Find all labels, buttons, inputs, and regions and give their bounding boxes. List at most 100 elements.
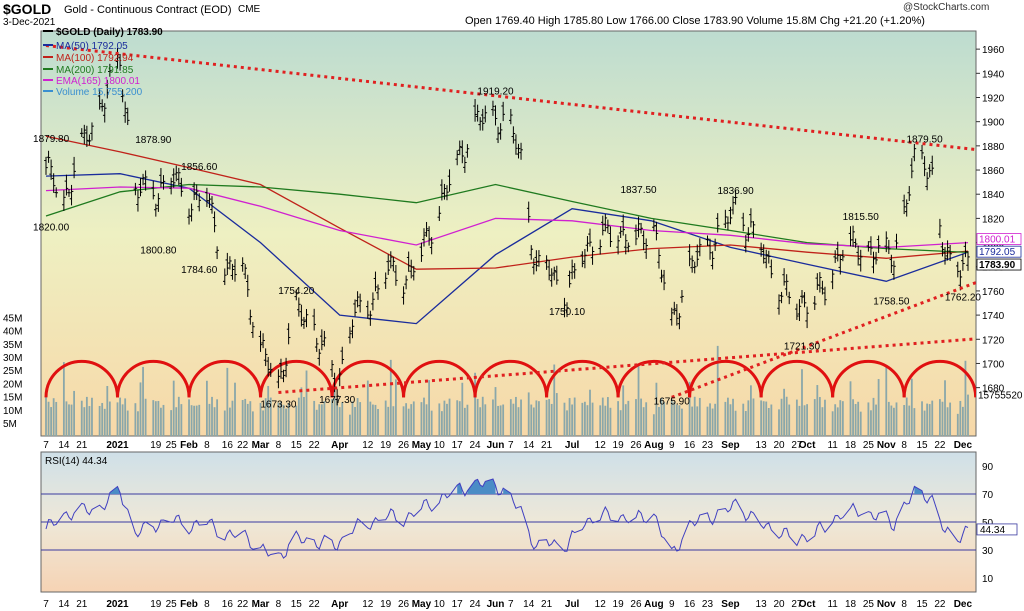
volume-bar <box>752 398 755 436</box>
price-annotation: 1754.20 <box>278 286 315 297</box>
volume-bar <box>372 404 374 436</box>
volume-bar <box>68 404 70 436</box>
x-axis-label: 20 <box>773 440 785 451</box>
volume-bar <box>366 380 369 436</box>
volume-bar <box>62 362 65 436</box>
volume-bar <box>961 406 964 436</box>
volume-bar <box>637 364 640 436</box>
chart-date: 3-Dec-2021 <box>3 17 56 28</box>
volume-bar <box>591 402 594 436</box>
volume-bar <box>778 409 780 436</box>
x-axis-label: 17 <box>452 440 464 451</box>
volume-bar <box>875 404 877 436</box>
volume-bar <box>175 407 178 436</box>
volume-bar <box>548 399 551 436</box>
volume-bar <box>724 401 727 436</box>
x-axis-label: 25 <box>166 599 178 610</box>
rsi-last-box <box>976 523 1018 536</box>
volume-bar <box>617 401 619 436</box>
volume-bar <box>553 364 556 436</box>
x-axis-label: 21 <box>76 440 88 451</box>
volume-bar <box>798 405 801 436</box>
x-axis-label: 11 <box>827 440 838 451</box>
volume-bar <box>103 408 106 436</box>
volume-bar <box>277 402 280 436</box>
x-axis-label: 26 <box>398 599 410 610</box>
volume-bar <box>354 406 356 436</box>
volume-bar <box>456 400 459 436</box>
volume-bar <box>571 404 574 436</box>
volume-bar <box>267 385 270 436</box>
volume-bar <box>606 397 609 436</box>
volume-bar <box>635 399 637 436</box>
volume-bar <box>538 401 540 436</box>
volume-bar <box>55 401 58 436</box>
volume-bar <box>839 400 842 436</box>
volume-bar <box>423 397 425 436</box>
volume-bar <box>696 406 699 436</box>
volume-bar <box>499 405 502 436</box>
x-axis-label: 19 <box>150 440 162 451</box>
volume-bar <box>341 402 344 436</box>
volume-bar <box>116 402 119 436</box>
volume-bar <box>706 406 709 436</box>
cycle-arc <box>187 360 263 398</box>
volume-bar <box>494 387 497 436</box>
legend-entry: Volume 15,755,200 <box>56 87 143 98</box>
x-axis-label: Sep <box>721 440 739 451</box>
volume-bar <box>359 402 362 436</box>
volume-bar <box>627 400 630 436</box>
x-axis-label: 19 <box>613 440 625 451</box>
x-axis-label: Feb <box>180 440 198 451</box>
volume-bar <box>287 402 290 436</box>
volume-bar <box>47 401 50 436</box>
x-axis-label: 19 <box>613 599 625 610</box>
cycle-arc <box>330 360 406 398</box>
volume-bar <box>624 404 627 436</box>
rsi-last-label: 44.34 <box>980 525 1005 536</box>
price-annotation: 1762.20 <box>945 292 982 303</box>
x-axis-label: 19 <box>380 599 392 610</box>
x-axis-label: 14 <box>58 440 70 451</box>
x-axis-label: 10 <box>434 440 446 451</box>
exchange-label: CME <box>238 4 261 15</box>
volume-bar <box>402 406 405 436</box>
volume-bar <box>305 370 308 436</box>
current-price-label: 1800.01 <box>979 235 1016 246</box>
x-axis-label: 7 <box>43 599 49 610</box>
x-axis-label: 12 <box>362 440 374 451</box>
volume-bar <box>727 397 729 436</box>
x-axis-label: 12 <box>595 599 607 610</box>
cycle-arc <box>44 360 120 398</box>
volume-bar <box>834 404 837 436</box>
x-axis-label: 21 <box>541 440 553 451</box>
volume-bar <box>599 405 602 436</box>
price-axis-label: 1840 <box>982 190 1005 201</box>
x-axis-label: 8 <box>204 440 210 451</box>
volume-bar <box>331 399 333 436</box>
x-axis-label: 22 <box>309 599 321 610</box>
volume-bar <box>476 398 479 436</box>
x-axis-label: May <box>412 599 432 610</box>
volume-bar <box>783 388 786 436</box>
x-axis-label: Oct <box>799 440 816 451</box>
x-axis-label: 25 <box>863 599 875 610</box>
volume-bar <box>315 409 318 436</box>
volume-bar <box>313 400 316 436</box>
x-axis-label: 7 <box>508 440 514 451</box>
x-axis-label: Dec <box>954 440 973 451</box>
volume-bar <box>85 396 88 436</box>
cycle-arc <box>616 360 692 398</box>
volume-bar <box>223 410 226 436</box>
volume-bar <box>821 407 824 436</box>
x-axis-label: 27 <box>791 599 803 610</box>
x-axis-label: Apr <box>331 440 348 451</box>
volume-bar <box>52 398 55 436</box>
x-axis-label: May <box>412 440 432 451</box>
volume-bar <box>374 404 377 436</box>
volume-bar <box>458 401 461 436</box>
price-annotation: 1879.80 <box>33 134 70 145</box>
volume-bar <box>714 403 717 436</box>
volume-bar <box>601 397 604 436</box>
cycle-arc <box>473 360 549 398</box>
